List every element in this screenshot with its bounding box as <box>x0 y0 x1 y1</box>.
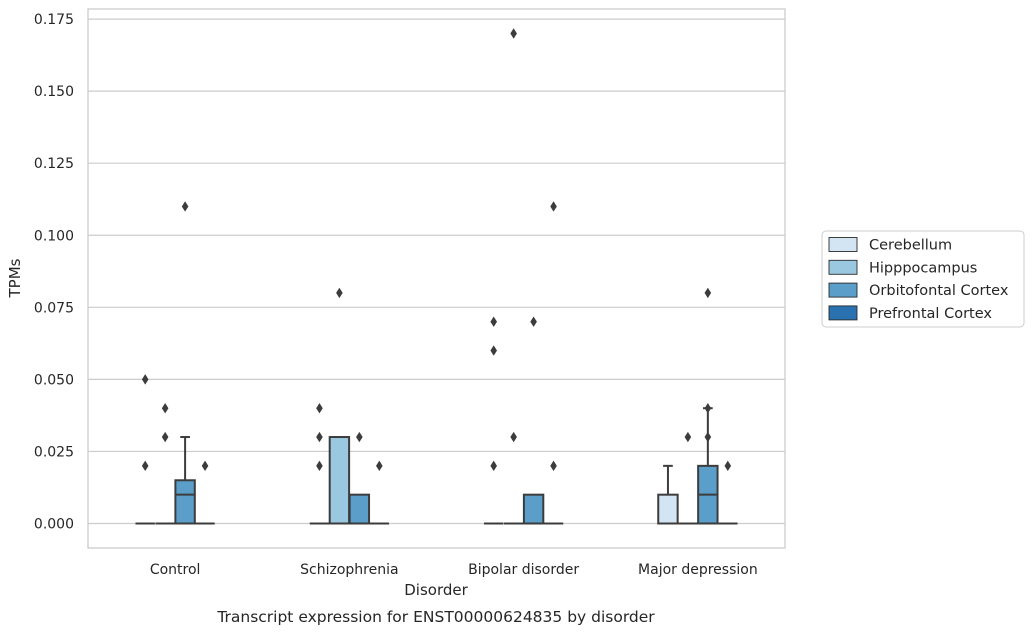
box-group <box>348 431 371 525</box>
outlier-point <box>490 345 497 356</box>
box-group <box>309 403 330 525</box>
y-tick-label: 0.175 <box>34 12 74 28</box>
legend-label: Orbitofontal Cortex <box>869 283 1009 299</box>
chart-title: Transcript expression for ENST0000062483… <box>216 608 655 626</box>
outlier-point <box>161 431 169 443</box>
y-tick-label: 0.025 <box>34 444 74 460</box>
outlier-point <box>356 431 363 443</box>
legend-label: Hipppocampus <box>869 260 977 276</box>
legend-swatch <box>828 282 858 298</box>
plot-area-frame <box>87 8 786 549</box>
box-group <box>195 460 215 525</box>
box-group <box>503 28 524 525</box>
outlier-point <box>376 460 383 472</box>
outlier-point <box>684 431 692 443</box>
y-tick-label: 0.125 <box>34 156 74 172</box>
x-tick-label: Bipolar disorder <box>468 562 579 578</box>
outlier-point <box>530 316 537 327</box>
outlier-point <box>724 460 732 472</box>
y-tick-label: 0.050 <box>34 372 74 388</box>
outlier-point <box>316 431 323 443</box>
box-group <box>678 431 698 525</box>
legend-swatch <box>828 305 858 321</box>
legend-frame <box>821 230 1025 328</box>
box-group <box>135 374 155 525</box>
y-tick-label: 0.075 <box>34 300 74 316</box>
outlier-point <box>550 460 557 472</box>
plot-area-background <box>88 9 785 548</box>
x-axis-ticks: Control Schizophrenia Bipolar disorder Majo… <box>150 562 758 578</box>
outlier-point <box>141 374 149 385</box>
outlier-point <box>490 460 497 472</box>
box <box>657 493 679 525</box>
legend-swatch <box>828 237 858 252</box>
box-group <box>328 287 351 525</box>
box-group <box>718 460 738 525</box>
outlier-point <box>550 201 557 212</box>
outlier-point <box>336 287 343 299</box>
outlier-point <box>201 460 209 472</box>
outlier-point <box>141 460 149 472</box>
box <box>522 493 545 525</box>
box-group <box>697 287 719 525</box>
outlier-point <box>704 431 712 443</box>
box-group <box>543 201 564 525</box>
x-axis-label: Disorder <box>404 581 468 599</box>
outlier-point <box>510 28 517 39</box>
y-tick-label: 0.000 <box>34 517 74 533</box>
y-tick-label: 0.150 <box>34 84 74 100</box>
box-group <box>369 460 389 525</box>
outlier-point <box>316 460 323 472</box>
outlier-point <box>510 431 517 443</box>
box <box>328 436 351 525</box>
box <box>348 493 371 525</box>
box-series <box>135 28 738 525</box>
box-group <box>657 464 679 525</box>
legend: Cerebellum Hipppocampus Orbitofontal Corte… <box>821 230 1025 328</box>
box-group <box>174 201 196 525</box>
x-tick-label: Control <box>150 562 201 578</box>
outlier-point <box>490 316 497 327</box>
box-group <box>484 316 504 525</box>
x-tick-label: Schizophrenia <box>300 562 398 578</box>
x-tick-label: Major depression <box>638 562 758 578</box>
y-axis-label: TPMs <box>6 258 24 298</box>
y-tick-label: 0.100 <box>34 228 74 244</box>
box <box>174 479 196 525</box>
box-group <box>522 316 545 525</box>
outlier-point <box>181 201 189 212</box>
legend-label: Prefrontal Cortex <box>869 306 992 322</box>
y-axis-ticks: 0.000 0.025 0.050 0.075 0.100 0.125 0.150 0.175 <box>34 12 74 532</box>
legend-label: Cerebellum <box>869 238 952 254</box>
outlier-point <box>316 403 323 414</box>
box-group <box>155 403 175 525</box>
outlier-point <box>704 403 712 414</box>
legend-swatch <box>828 259 858 275</box>
outlier-point <box>161 403 169 414</box>
outlier-point <box>704 287 712 299</box>
